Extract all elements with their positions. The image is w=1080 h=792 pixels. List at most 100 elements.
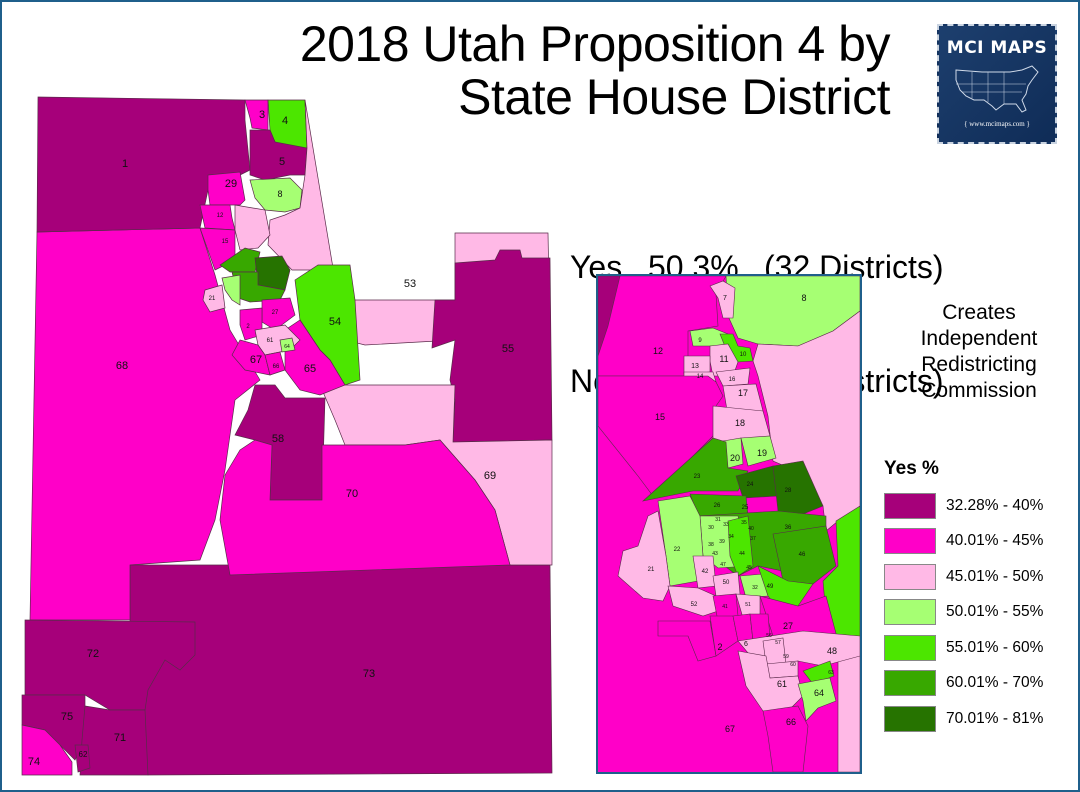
label-d71: 71 bbox=[114, 732, 126, 744]
inset-label-d50: 50 bbox=[723, 580, 730, 586]
inset-label-d57: 57 bbox=[775, 640, 781, 646]
inset-label-d64: 64 bbox=[814, 688, 824, 698]
inset-label-d45: 45 bbox=[746, 565, 752, 571]
legend-item: 45.01% - 50% bbox=[884, 559, 1043, 595]
label-d68: 68 bbox=[116, 360, 128, 372]
district-27 bbox=[261, 297, 296, 331]
inset-label-d8: 8 bbox=[801, 293, 806, 303]
inset-label-d11: 11 bbox=[719, 354, 728, 364]
district-28 bbox=[254, 255, 291, 291]
legend-item: 55.01% - 60% bbox=[884, 630, 1043, 666]
district-68 bbox=[29, 227, 261, 621]
inset-label-d25: 25 bbox=[742, 505, 749, 511]
logo-brand: MCI MAPS bbox=[946, 38, 1048, 58]
title-line-1: 2018 Utah Proposition 4 by bbox=[299, 16, 891, 72]
label-d53: 53 bbox=[404, 278, 416, 290]
subtitle-line-1: Creates bbox=[942, 301, 1016, 324]
district-62 bbox=[74, 744, 91, 773]
label-d15: 15 bbox=[222, 239, 229, 245]
inset-label-d20: 20 bbox=[730, 453, 740, 463]
legend-item: 60.01% - 70% bbox=[884, 666, 1043, 702]
inset-label-d22: 22 bbox=[674, 547, 681, 553]
inset-label-d47: 47 bbox=[720, 562, 726, 568]
legend-label: 40.01% - 45% bbox=[946, 532, 1044, 550]
legend-swatch bbox=[884, 492, 936, 519]
inset-label-d66: 66 bbox=[786, 717, 796, 727]
label-d12: 12 bbox=[217, 213, 224, 219]
legend-title: Yes % bbox=[884, 458, 939, 479]
district-74 bbox=[21, 724, 73, 776]
inset-label-d10: 10 bbox=[740, 352, 747, 358]
legend-label: 50.01% - 55% bbox=[946, 603, 1044, 621]
district-12 bbox=[199, 204, 236, 231]
legend-label: 45.01% - 50% bbox=[946, 567, 1044, 585]
inset-label-d13: 13 bbox=[691, 363, 699, 370]
inset-label-d41: 41 bbox=[722, 604, 728, 610]
inset-label-d2: 2 bbox=[717, 642, 722, 652]
inset-label-d14: 14 bbox=[697, 374, 704, 380]
label-d61: 61 bbox=[267, 338, 274, 344]
legend-item: 70.01% - 81% bbox=[884, 701, 1043, 737]
inset-label-d12: 12 bbox=[653, 346, 663, 356]
label-d58: 58 bbox=[272, 433, 284, 445]
district-73 bbox=[129, 564, 553, 776]
logo-url: { www.mcimaps.com } bbox=[964, 120, 1030, 128]
inset-district-64 bbox=[797, 677, 837, 722]
inset-label-d61: 61 bbox=[777, 679, 787, 689]
title-line-2: State House District bbox=[458, 69, 890, 125]
utah-state-map: 1 3 4 5 8 29 12 15 53 54 55 68 58 65 67 … bbox=[21, 96, 553, 776]
label-d64: 64 bbox=[284, 344, 290, 350]
legend-swatch bbox=[884, 563, 936, 590]
legend-label: 70.01% - 81% bbox=[946, 709, 1044, 727]
inset-district-50 bbox=[712, 571, 741, 597]
subtitle-line-3: Redistricting bbox=[921, 353, 1037, 376]
legend-swatch bbox=[884, 634, 936, 661]
inset-label-d51: 51 bbox=[745, 602, 751, 608]
inset-label-d40: 40 bbox=[748, 526, 754, 532]
district-71 bbox=[79, 705, 149, 776]
inset-label-d27: 27 bbox=[783, 621, 793, 631]
label-d3: 3 bbox=[259, 109, 265, 121]
district-metro-pink bbox=[234, 204, 271, 251]
inset-label-d56: 56 bbox=[766, 633, 772, 639]
inset-label-d26: 26 bbox=[714, 503, 721, 509]
inset-district-7 bbox=[709, 280, 736, 319]
inset-district-21 bbox=[617, 510, 671, 602]
inset-label-d32: 32 bbox=[752, 585, 758, 591]
inset-label-d48: 48 bbox=[827, 646, 837, 656]
mci-maps-logo: MCI MAPS { www.mcimaps.com } bbox=[937, 24, 1057, 144]
inset-label-d6: 6 bbox=[744, 641, 748, 648]
inset-label-d60: 60 bbox=[790, 662, 796, 668]
inset-label-d52: 52 bbox=[691, 602, 698, 608]
inset-label-d15: 15 bbox=[655, 412, 665, 422]
district-8 bbox=[249, 177, 303, 213]
legend-swatch bbox=[884, 705, 936, 732]
district-70 bbox=[219, 439, 511, 576]
inset-label-d9: 9 bbox=[698, 338, 702, 344]
label-d2: 2 bbox=[246, 324, 250, 330]
inset-label-d44: 44 bbox=[739, 551, 745, 557]
label-d62: 62 bbox=[79, 750, 88, 759]
inset-label-d16: 16 bbox=[729, 377, 736, 383]
district-64 bbox=[279, 337, 296, 353]
inset-label-d17: 17 bbox=[738, 388, 748, 398]
inset-map-wasatch-front: 7 8 9 10 11 12 13 14 16 17 15 18 20 19 2… bbox=[596, 274, 862, 774]
label-d73: 73 bbox=[363, 668, 375, 680]
legend-label: 60.01% - 70% bbox=[946, 674, 1044, 692]
inset-district-52 bbox=[667, 585, 719, 617]
label-d65: 65 bbox=[304, 363, 316, 375]
proposition-description: Creates Independent Redistricting Commis… bbox=[882, 300, 1076, 404]
label-d70: 70 bbox=[346, 488, 358, 500]
us-map-icon bbox=[955, 65, 1039, 113]
legend-swatch bbox=[884, 599, 936, 626]
inset-label-d23: 23 bbox=[694, 474, 701, 480]
inset-label-d34: 34 bbox=[728, 534, 734, 540]
legend-item: 50.01% - 55% bbox=[884, 595, 1043, 631]
inset-district-16 bbox=[715, 367, 751, 387]
inset-label-d42: 42 bbox=[702, 569, 709, 575]
inset-label-d28: 28 bbox=[785, 488, 792, 494]
inset-label-d18: 18 bbox=[735, 418, 745, 428]
map-title: 2018 Utah Proposition 4 by State House D… bbox=[150, 16, 891, 125]
legend-item: 32.28% - 40% bbox=[884, 488, 1043, 524]
